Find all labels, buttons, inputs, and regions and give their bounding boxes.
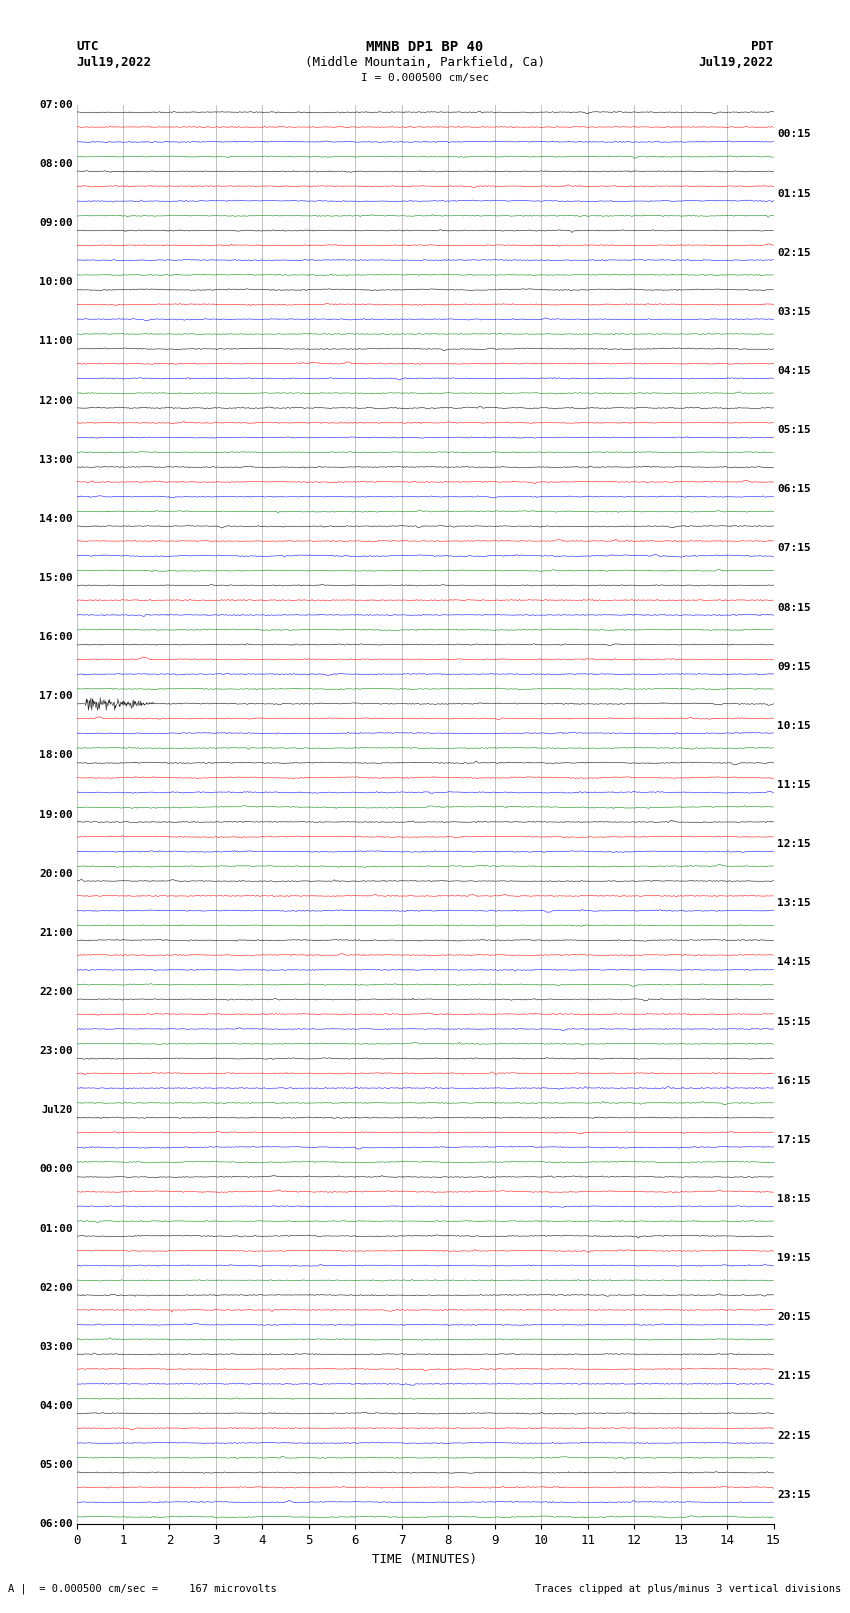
Text: MMNB DP1 BP 40: MMNB DP1 BP 40 <box>366 40 484 55</box>
Text: 13:15: 13:15 <box>777 898 811 908</box>
Text: (Middle Mountain, Parkfield, Ca): (Middle Mountain, Parkfield, Ca) <box>305 56 545 69</box>
Text: 18:00: 18:00 <box>39 750 73 760</box>
Text: 11:00: 11:00 <box>39 337 73 347</box>
Text: 21:00: 21:00 <box>39 927 73 937</box>
Text: 05:15: 05:15 <box>777 426 811 436</box>
Text: 22:00: 22:00 <box>39 987 73 997</box>
Text: 14:00: 14:00 <box>39 515 73 524</box>
Text: 22:15: 22:15 <box>777 1431 811 1440</box>
Text: 01:00: 01:00 <box>39 1224 73 1234</box>
Text: 00:15: 00:15 <box>777 129 811 139</box>
Text: 08:15: 08:15 <box>777 603 811 613</box>
Text: Jul19,2022: Jul19,2022 <box>699 56 774 69</box>
Text: 04:00: 04:00 <box>39 1402 73 1411</box>
Text: 02:00: 02:00 <box>39 1282 73 1292</box>
Text: 05:00: 05:00 <box>39 1460 73 1469</box>
Text: PDT: PDT <box>751 40 774 53</box>
Text: UTC: UTC <box>76 40 99 53</box>
Text: 19:00: 19:00 <box>39 810 73 819</box>
X-axis label: TIME (MINUTES): TIME (MINUTES) <box>372 1553 478 1566</box>
Text: 15:15: 15:15 <box>777 1016 811 1026</box>
Text: Jul20: Jul20 <box>42 1105 73 1115</box>
Text: 07:00: 07:00 <box>39 100 73 110</box>
Text: 00:00: 00:00 <box>39 1165 73 1174</box>
Text: Traces clipped at plus/minus 3 vertical divisions: Traces clipped at plus/minus 3 vertical … <box>536 1584 842 1594</box>
Text: I = 0.000500 cm/sec: I = 0.000500 cm/sec <box>361 73 489 82</box>
Text: 08:00: 08:00 <box>39 160 73 169</box>
Text: 01:15: 01:15 <box>777 189 811 198</box>
Text: 04:15: 04:15 <box>777 366 811 376</box>
Text: 23:00: 23:00 <box>39 1047 73 1057</box>
Text: A |  = 0.000500 cm/sec =     167 microvolts: A | = 0.000500 cm/sec = 167 microvolts <box>8 1582 277 1594</box>
Text: 18:15: 18:15 <box>777 1194 811 1203</box>
Text: 15:00: 15:00 <box>39 573 73 582</box>
Text: 09:15: 09:15 <box>777 661 811 671</box>
Text: 17:15: 17:15 <box>777 1136 811 1145</box>
Text: 10:15: 10:15 <box>777 721 811 731</box>
Text: 10:00: 10:00 <box>39 277 73 287</box>
Text: 23:15: 23:15 <box>777 1490 811 1500</box>
Text: Jul19,2022: Jul19,2022 <box>76 56 151 69</box>
Text: 09:00: 09:00 <box>39 218 73 227</box>
Text: 12:15: 12:15 <box>777 839 811 848</box>
Text: 13:00: 13:00 <box>39 455 73 465</box>
Text: 16:00: 16:00 <box>39 632 73 642</box>
Text: 20:15: 20:15 <box>777 1313 811 1323</box>
Text: 12:00: 12:00 <box>39 395 73 405</box>
Text: 06:00: 06:00 <box>39 1519 73 1529</box>
Text: 16:15: 16:15 <box>777 1076 811 1086</box>
Text: 03:00: 03:00 <box>39 1342 73 1352</box>
Text: 19:15: 19:15 <box>777 1253 811 1263</box>
Text: 07:15: 07:15 <box>777 544 811 553</box>
Text: 03:15: 03:15 <box>777 306 811 316</box>
Text: 06:15: 06:15 <box>777 484 811 494</box>
Text: 21:15: 21:15 <box>777 1371 811 1381</box>
Text: 20:00: 20:00 <box>39 869 73 879</box>
Text: 17:00: 17:00 <box>39 692 73 702</box>
Text: 11:15: 11:15 <box>777 781 811 790</box>
Text: 14:15: 14:15 <box>777 958 811 968</box>
Text: 02:15: 02:15 <box>777 248 811 258</box>
